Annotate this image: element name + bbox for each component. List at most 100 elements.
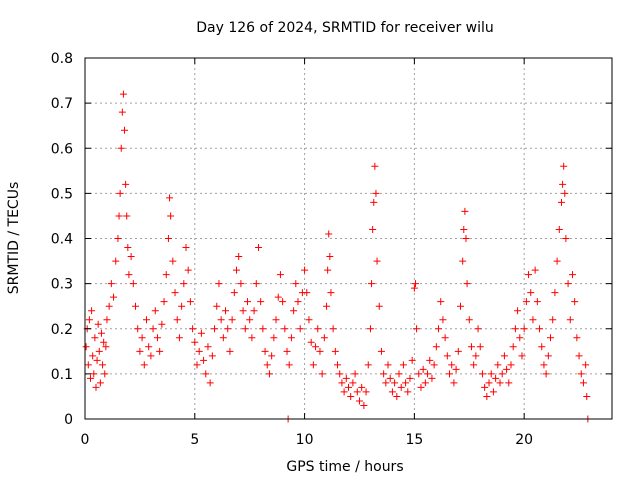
data-point — [432, 343, 440, 351]
data-point — [452, 365, 460, 373]
data-point — [368, 280, 376, 288]
data-point — [430, 361, 438, 369]
data-point — [197, 329, 205, 337]
data-point — [557, 198, 565, 206]
data-point — [151, 307, 159, 315]
data-point — [345, 383, 352, 391]
data-point — [369, 225, 377, 233]
data-point — [312, 343, 320, 351]
data-point — [408, 356, 416, 364]
data-point — [318, 370, 326, 378]
data-point — [142, 316, 150, 324]
data-point — [125, 271, 133, 279]
data-point — [551, 289, 559, 297]
data-point — [248, 334, 256, 342]
data-point — [274, 293, 282, 301]
data-point — [487, 370, 495, 378]
data-point — [338, 379, 346, 387]
data-point — [481, 383, 489, 391]
data-point — [167, 212, 175, 220]
data-point — [327, 289, 335, 297]
data-point — [186, 298, 194, 306]
data-point — [384, 361, 392, 369]
x-tick-label: 20 — [515, 432, 533, 448]
data-point — [446, 370, 454, 378]
data-point — [465, 316, 473, 324]
data-point — [406, 374, 414, 382]
data-point — [296, 325, 304, 333]
data-point — [514, 307, 522, 315]
data-point — [241, 325, 249, 333]
data-point — [370, 198, 378, 206]
data-point — [360, 401, 368, 409]
data-point — [462, 235, 470, 242]
data-point — [160, 298, 168, 306]
data-point — [542, 370, 550, 378]
data-point — [169, 257, 177, 265]
data-point — [294, 298, 302, 306]
data-point — [195, 347, 203, 355]
data-points — [82, 90, 592, 423]
data-point — [324, 266, 332, 274]
data-point — [119, 90, 127, 98]
data-point — [90, 370, 98, 378]
data-point — [463, 280, 471, 288]
data-point — [395, 370, 403, 378]
data-point — [373, 257, 381, 265]
data-point — [158, 320, 166, 328]
data-point — [544, 352, 552, 360]
data-point — [533, 298, 541, 306]
data-point — [127, 253, 135, 261]
data-point — [215, 280, 223, 288]
data-point — [145, 343, 153, 351]
data-point — [349, 379, 357, 387]
data-point — [88, 307, 96, 315]
data-point — [114, 235, 122, 242]
data-point — [204, 343, 212, 351]
data-point — [547, 334, 555, 342]
data-point — [371, 162, 379, 170]
data-point — [573, 334, 581, 342]
data-point — [171, 289, 179, 297]
data-point — [91, 334, 99, 342]
y-tick-label: 0 — [64, 412, 73, 428]
data-point — [568, 271, 576, 279]
data-point — [193, 361, 201, 369]
data-point — [336, 370, 344, 378]
data-point — [536, 325, 544, 333]
data-point — [268, 352, 276, 360]
data-point — [540, 361, 548, 369]
data-point — [89, 352, 97, 360]
data-point — [164, 235, 172, 242]
data-point — [219, 334, 227, 342]
data-point — [331, 347, 339, 355]
data-point — [92, 383, 100, 391]
data-point — [105, 302, 113, 310]
data-point — [478, 370, 486, 378]
data-point — [326, 253, 334, 261]
data-point — [82, 343, 90, 351]
y-tick-label: 0.8 — [51, 51, 73, 67]
data-point — [555, 225, 563, 233]
data-point — [93, 356, 101, 364]
data-point — [211, 325, 219, 333]
data-point — [505, 379, 513, 387]
data-point — [377, 347, 385, 355]
data-point — [489, 388, 497, 396]
data-point — [415, 370, 423, 378]
data-point — [323, 302, 331, 310]
y-tick-label: 0.6 — [51, 141, 73, 157]
data-point — [564, 280, 572, 288]
data-point — [325, 230, 333, 238]
data-point — [419, 365, 427, 373]
data-point — [428, 374, 436, 382]
data-point — [553, 257, 561, 265]
data-point — [166, 194, 174, 202]
data-point — [303, 289, 311, 297]
data-point — [579, 379, 587, 387]
data-point — [559, 180, 567, 188]
data-point — [222, 307, 230, 315]
y-tick-label: 0.1 — [51, 367, 73, 383]
data-point — [129, 280, 137, 288]
data-point — [443, 352, 451, 360]
